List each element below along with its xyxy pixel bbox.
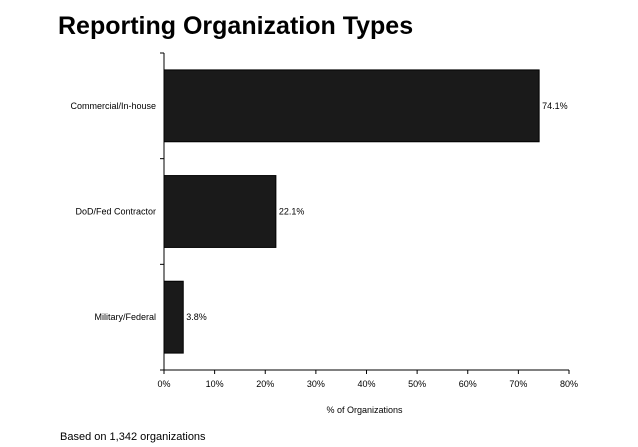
x-tick-label: 30% bbox=[307, 379, 325, 389]
footnote: Based on 1,342 organizations bbox=[60, 431, 206, 443]
category-label: Commercial/In-house bbox=[70, 101, 156, 111]
x-tick-label: 0% bbox=[157, 379, 170, 389]
category-label: DoD/Fed Contractor bbox=[75, 207, 156, 217]
x-tick-label: 70% bbox=[509, 379, 527, 389]
data-label: 3.8% bbox=[186, 312, 207, 322]
data-label: 74.1% bbox=[542, 101, 568, 111]
x-tick-label: 80% bbox=[560, 379, 578, 389]
category-label: Military/Federal bbox=[94, 312, 156, 322]
x-tick-label: 40% bbox=[357, 379, 375, 389]
bar-3 bbox=[163, 280, 184, 354]
bar-2 bbox=[163, 175, 277, 248]
x-tick-label: 10% bbox=[206, 379, 224, 389]
x-tick-label: 50% bbox=[408, 379, 426, 389]
x-axis-title: % of Organizations bbox=[326, 405, 403, 415]
bars bbox=[163, 69, 540, 354]
x-tick-label: 20% bbox=[256, 379, 274, 389]
x-tick-label: 60% bbox=[459, 379, 477, 389]
chart-title: Reporting Organization Types bbox=[58, 12, 414, 40]
data-label: 22.1% bbox=[279, 207, 305, 217]
labels: 0% 10% 20% 30% 40% 50% 60% 70% 80% % of Organizat… bbox=[70, 101, 578, 415]
bar-1 bbox=[163, 69, 540, 143]
